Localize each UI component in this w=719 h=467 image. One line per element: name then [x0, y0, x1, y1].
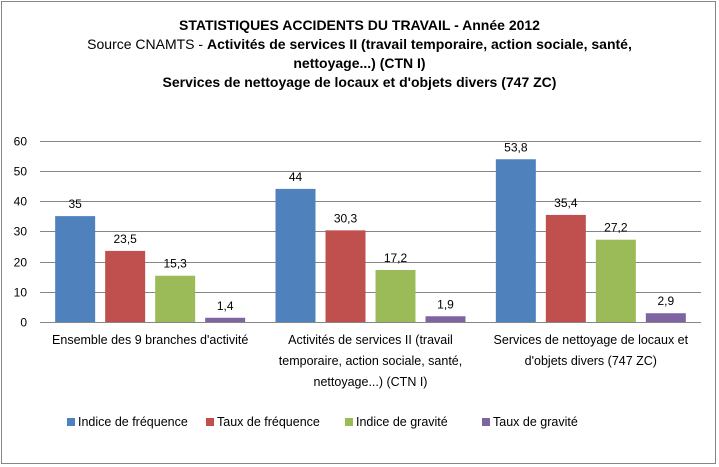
data-label: 53,8	[504, 140, 528, 154]
legend-item: Taux de fréquence	[206, 415, 320, 429]
legend-item: Indice de gravité	[345, 415, 448, 429]
legend-swatch	[67, 418, 75, 426]
data-label: 17,2	[384, 251, 408, 265]
y-tick-label: 40	[14, 195, 28, 209]
legend-swatch	[206, 418, 214, 426]
legend-item: Indice de fréquence	[67, 415, 188, 429]
category-label-line: d'objets divers (747 ZC)	[524, 354, 657, 368]
bar	[645, 313, 686, 322]
data-label: 35,4	[554, 196, 578, 210]
bar	[375, 269, 416, 322]
legend-label: Indice de gravité	[356, 415, 448, 429]
bar	[595, 239, 636, 322]
source-label: Source CNAMTS -	[87, 36, 207, 52]
chart-subtitle-line3: nettoyage...) (CTN I)	[293, 55, 426, 71]
y-tick-label: 0	[20, 316, 27, 330]
chart-title: STATISTIQUES ACCIDENTS DU TRAVAIL - Anné…	[179, 17, 540, 33]
category-label-line: Ensemble des 9 branches d'activité	[52, 333, 249, 347]
category-label-line: temporaire, action sociale, santé,	[278, 354, 463, 368]
legend-label: Indice de fréquence	[78, 415, 188, 429]
bar	[325, 230, 366, 322]
y-tick-label: 10	[14, 286, 28, 300]
data-label: 2,9	[657, 294, 674, 308]
bar	[55, 216, 96, 322]
y-tick-label: 60	[14, 135, 28, 149]
data-label: 35	[68, 197, 82, 211]
y-tick-label: 20	[14, 256, 28, 270]
data-label: 27,2	[604, 221, 628, 235]
subtitle-activity: Activités de services II (travail tempor…	[206, 36, 632, 52]
data-label: 30,3	[334, 211, 358, 225]
bar	[155, 275, 196, 322]
bar	[205, 317, 246, 322]
category-label-line: Services de nettoyage de locaux et	[493, 333, 689, 347]
legend-item: Taux de gravité	[482, 415, 578, 429]
data-label: 15,3	[163, 257, 187, 271]
bar	[105, 250, 146, 322]
legend: Indice de fréquence Taux de fréquence Indi…	[0, 415, 719, 433]
y-tick-label: 50	[14, 165, 28, 179]
bar	[545, 214, 586, 322]
bar	[425, 316, 466, 322]
category-label-line: nettoyage...) (CTN I)	[313, 375, 428, 389]
x-category-label: Ensemble des 9 branches d'activité	[35, 330, 265, 351]
data-label: 23,5	[113, 232, 137, 246]
chart-subtitle-line2: Source CNAMTS - Activités de services II…	[0, 35, 719, 54]
legend-label: Taux de fréquence	[217, 415, 320, 429]
legend-swatch	[345, 418, 353, 426]
chart-subtitle-line4: Services de nettoyage de locaux et d'obj…	[162, 74, 557, 90]
chart-titles: STATISTIQUES ACCIDENTS DU TRAVAIL - Anné…	[0, 16, 719, 92]
bar	[275, 188, 316, 322]
bar	[495, 159, 536, 322]
data-label: 1,4	[217, 299, 234, 313]
legend-swatch	[482, 418, 490, 426]
data-label: 1,9	[437, 297, 454, 311]
y-tick-label: 30	[14, 225, 28, 239]
legend-label: Taux de gravité	[493, 415, 578, 429]
category-label-line: Activités de services II (travail	[288, 333, 453, 347]
x-category-label: Activités de services II (travail tempora…	[256, 330, 486, 393]
data-label: 44	[289, 170, 303, 184]
x-category-label: Services de nettoyage de locaux et d'obje…	[476, 330, 706, 372]
